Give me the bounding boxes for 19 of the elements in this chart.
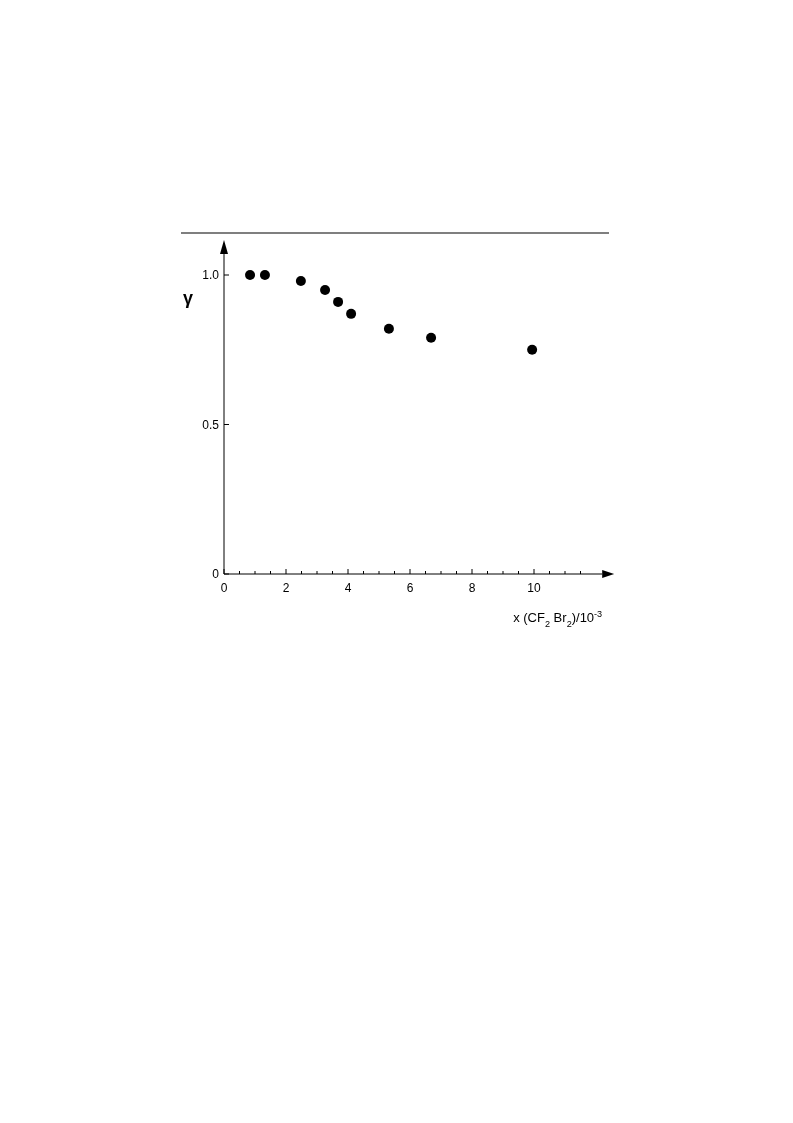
y-axis-title: γ [182,287,194,308]
point [333,296,344,307]
x-tick-label: 2 [282,581,290,595]
y-tick-label: 0.5 [202,417,220,432]
y-tick-label: 0 [212,567,220,581]
x-tick-label: 8 [468,581,476,595]
x-axis-title: x (CF$_{2}$ Br$_{2}$)/10$^{-3}$ [513,609,603,629]
point [320,284,331,295]
point [245,270,256,280]
point [346,308,357,319]
point [426,332,437,343]
point [527,344,538,355]
x-tick-label: 4 [344,581,352,595]
x-tick-label: 10 [527,581,541,595]
point [259,270,270,280]
y-tick-label: 1.0 [202,268,220,282]
x-tick-label: 6 [406,581,414,595]
point [383,323,394,334]
point [295,275,306,286]
